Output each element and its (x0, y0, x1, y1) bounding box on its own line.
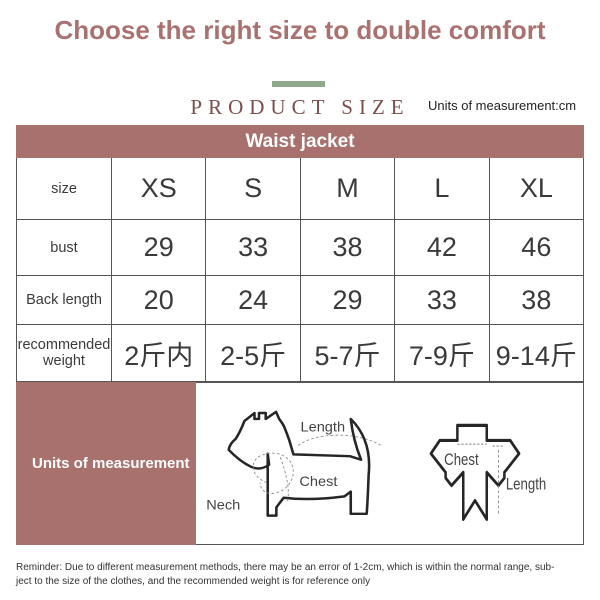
svg-text:Length: Length (506, 475, 546, 494)
svg-text:Chest: Chest (299, 474, 337, 490)
svg-text:Chest: Chest (444, 450, 479, 469)
svg-text:Length: Length (300, 420, 345, 436)
svg-text:Nech: Nech (206, 498, 240, 514)
